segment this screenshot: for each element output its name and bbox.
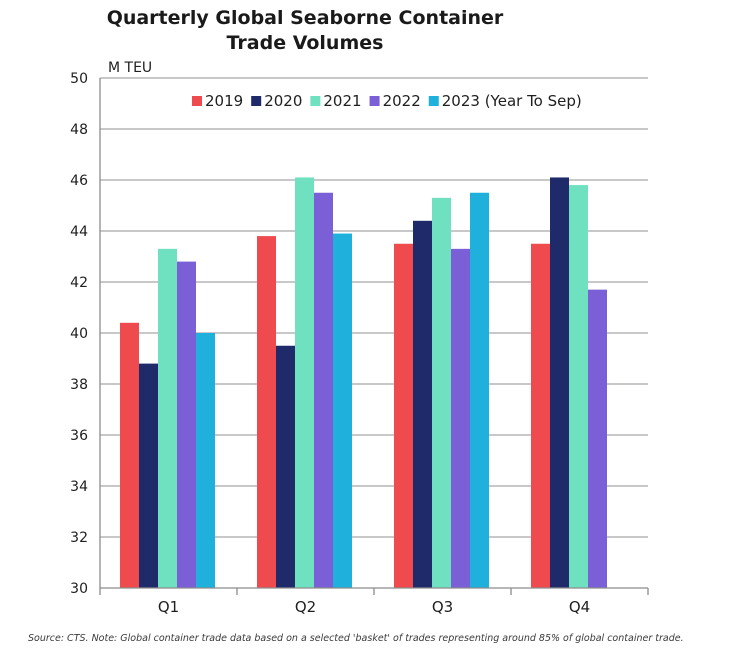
bar xyxy=(139,363,158,588)
x-tick-label: Q3 xyxy=(432,598,453,616)
x-tick-label: Q4 xyxy=(569,598,590,616)
legend-label: 2023 (Year To Sep) xyxy=(442,92,582,110)
y-tick-labels: 30 32 34 36 38 40 42 44 46 48 50 xyxy=(70,71,88,597)
bar xyxy=(413,220,432,589)
bar xyxy=(333,233,352,589)
legend-label: 2021 xyxy=(323,92,361,110)
legend-swatch xyxy=(192,96,202,106)
y-tick-label: 30 xyxy=(70,581,88,597)
bar xyxy=(196,333,215,588)
bar xyxy=(550,177,569,588)
legend-swatch xyxy=(251,96,262,106)
x-tick-labels: Q1 Q2 Q3 Q4 xyxy=(158,598,590,616)
bar xyxy=(120,322,139,588)
y-tick-label: 34 xyxy=(70,479,88,495)
legend-label: 2019 xyxy=(205,92,243,110)
bar xyxy=(588,289,607,588)
y-tick-label: 32 xyxy=(70,530,88,546)
y-tick-label: 46 xyxy=(70,173,88,189)
x-tick-label: Q2 xyxy=(295,598,316,616)
bar xyxy=(295,177,314,588)
y-tick-label: 44 xyxy=(70,224,88,240)
bar xyxy=(569,185,588,588)
y-tick-label: 40 xyxy=(70,326,88,342)
bar xyxy=(276,345,295,588)
y-tick-label: 42 xyxy=(70,275,88,291)
legend: 2019 2020 2021 2022 2023 (Year To Sep) xyxy=(192,92,582,110)
axes xyxy=(99,78,649,595)
chart-title: Quarterly Global Seaborne Container Trad… xyxy=(106,7,504,54)
y-tick-label: 50 xyxy=(70,71,88,87)
legend-swatch xyxy=(369,96,380,106)
bar xyxy=(394,243,413,588)
bar xyxy=(177,261,196,588)
y-tick-label: 38 xyxy=(70,377,88,393)
y-axis-unit-label: M TEU xyxy=(108,60,152,76)
y-tick-label: 36 xyxy=(70,428,88,444)
bar xyxy=(470,192,489,588)
bar xyxy=(432,197,451,588)
bar xyxy=(451,248,470,588)
bar xyxy=(257,236,276,588)
bar xyxy=(314,192,333,588)
legend-label: 2022 xyxy=(383,92,421,110)
x-tick-label: Q1 xyxy=(158,598,179,616)
bar xyxy=(531,243,550,588)
bar xyxy=(158,248,177,588)
bar-series xyxy=(120,177,607,589)
source-note: Source: CTS. Note: Global container trad… xyxy=(28,633,684,644)
legend-label: 2020 xyxy=(264,92,302,110)
legend-swatch xyxy=(428,96,439,106)
y-tick-label: 48 xyxy=(70,122,88,138)
legend-swatch xyxy=(310,96,321,106)
